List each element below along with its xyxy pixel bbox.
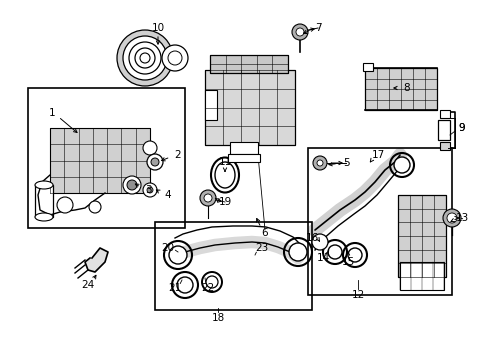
Circle shape xyxy=(327,245,341,259)
Bar xyxy=(362,63,372,71)
Text: 6: 6 xyxy=(261,228,268,238)
Circle shape xyxy=(442,209,460,227)
Bar xyxy=(437,120,449,140)
Text: 18: 18 xyxy=(211,313,224,323)
Circle shape xyxy=(295,28,304,36)
Text: 9: 9 xyxy=(458,123,465,133)
Circle shape xyxy=(347,248,361,262)
Circle shape xyxy=(200,190,216,206)
Circle shape xyxy=(135,48,155,68)
Circle shape xyxy=(142,183,157,197)
Text: 2: 2 xyxy=(174,150,181,160)
Circle shape xyxy=(446,213,456,223)
Bar xyxy=(50,128,150,193)
Circle shape xyxy=(205,276,218,288)
Circle shape xyxy=(147,187,153,193)
Circle shape xyxy=(168,51,182,65)
Bar xyxy=(160,50,180,66)
Text: 14: 14 xyxy=(316,253,329,263)
Bar xyxy=(204,70,294,145)
Ellipse shape xyxy=(215,162,235,188)
Text: 20: 20 xyxy=(161,243,174,253)
Ellipse shape xyxy=(35,181,53,189)
Circle shape xyxy=(123,176,141,194)
Text: 5: 5 xyxy=(342,158,348,168)
Text: 10: 10 xyxy=(151,23,164,33)
Bar xyxy=(364,68,436,110)
Text: 13: 13 xyxy=(454,213,468,223)
Text: 15: 15 xyxy=(341,257,354,267)
Bar xyxy=(307,148,451,295)
Bar xyxy=(35,185,53,217)
Polygon shape xyxy=(85,248,108,272)
Text: 11: 11 xyxy=(218,157,231,167)
Text: 24: 24 xyxy=(81,280,95,290)
Text: 3: 3 xyxy=(144,185,151,195)
Bar xyxy=(439,142,449,150)
Bar xyxy=(227,154,260,162)
Circle shape xyxy=(311,234,327,250)
Circle shape xyxy=(291,24,307,40)
Circle shape xyxy=(123,36,167,80)
Circle shape xyxy=(162,45,187,71)
Ellipse shape xyxy=(35,213,53,221)
Bar xyxy=(397,195,445,277)
Circle shape xyxy=(142,141,157,155)
Text: 22: 22 xyxy=(201,283,214,293)
Text: 16: 16 xyxy=(305,233,318,243)
Circle shape xyxy=(147,154,163,170)
Text: 4: 4 xyxy=(164,190,171,200)
Text: 17: 17 xyxy=(370,150,384,160)
Circle shape xyxy=(312,156,326,170)
Text: 19: 19 xyxy=(218,197,231,207)
Bar xyxy=(399,262,443,290)
Circle shape xyxy=(316,160,323,166)
Circle shape xyxy=(129,42,161,74)
Circle shape xyxy=(127,180,137,190)
Circle shape xyxy=(203,194,212,202)
Text: 1: 1 xyxy=(49,108,55,118)
Bar xyxy=(204,90,217,120)
Text: 9: 9 xyxy=(458,123,465,133)
Circle shape xyxy=(57,197,73,213)
Text: 7: 7 xyxy=(314,23,321,33)
Text: 12: 12 xyxy=(351,290,364,300)
Text: 23: 23 xyxy=(255,243,268,253)
Bar xyxy=(439,110,449,118)
Bar xyxy=(209,55,287,73)
Circle shape xyxy=(140,53,150,63)
Circle shape xyxy=(393,157,409,173)
Circle shape xyxy=(89,201,101,213)
Bar xyxy=(28,88,184,228)
Bar xyxy=(229,142,258,154)
Bar xyxy=(155,222,311,310)
Circle shape xyxy=(169,246,186,264)
Circle shape xyxy=(117,30,173,86)
Text: 21: 21 xyxy=(168,283,181,293)
Circle shape xyxy=(177,277,193,293)
Text: 8: 8 xyxy=(403,83,409,93)
Circle shape xyxy=(288,243,306,261)
Circle shape xyxy=(151,158,159,166)
